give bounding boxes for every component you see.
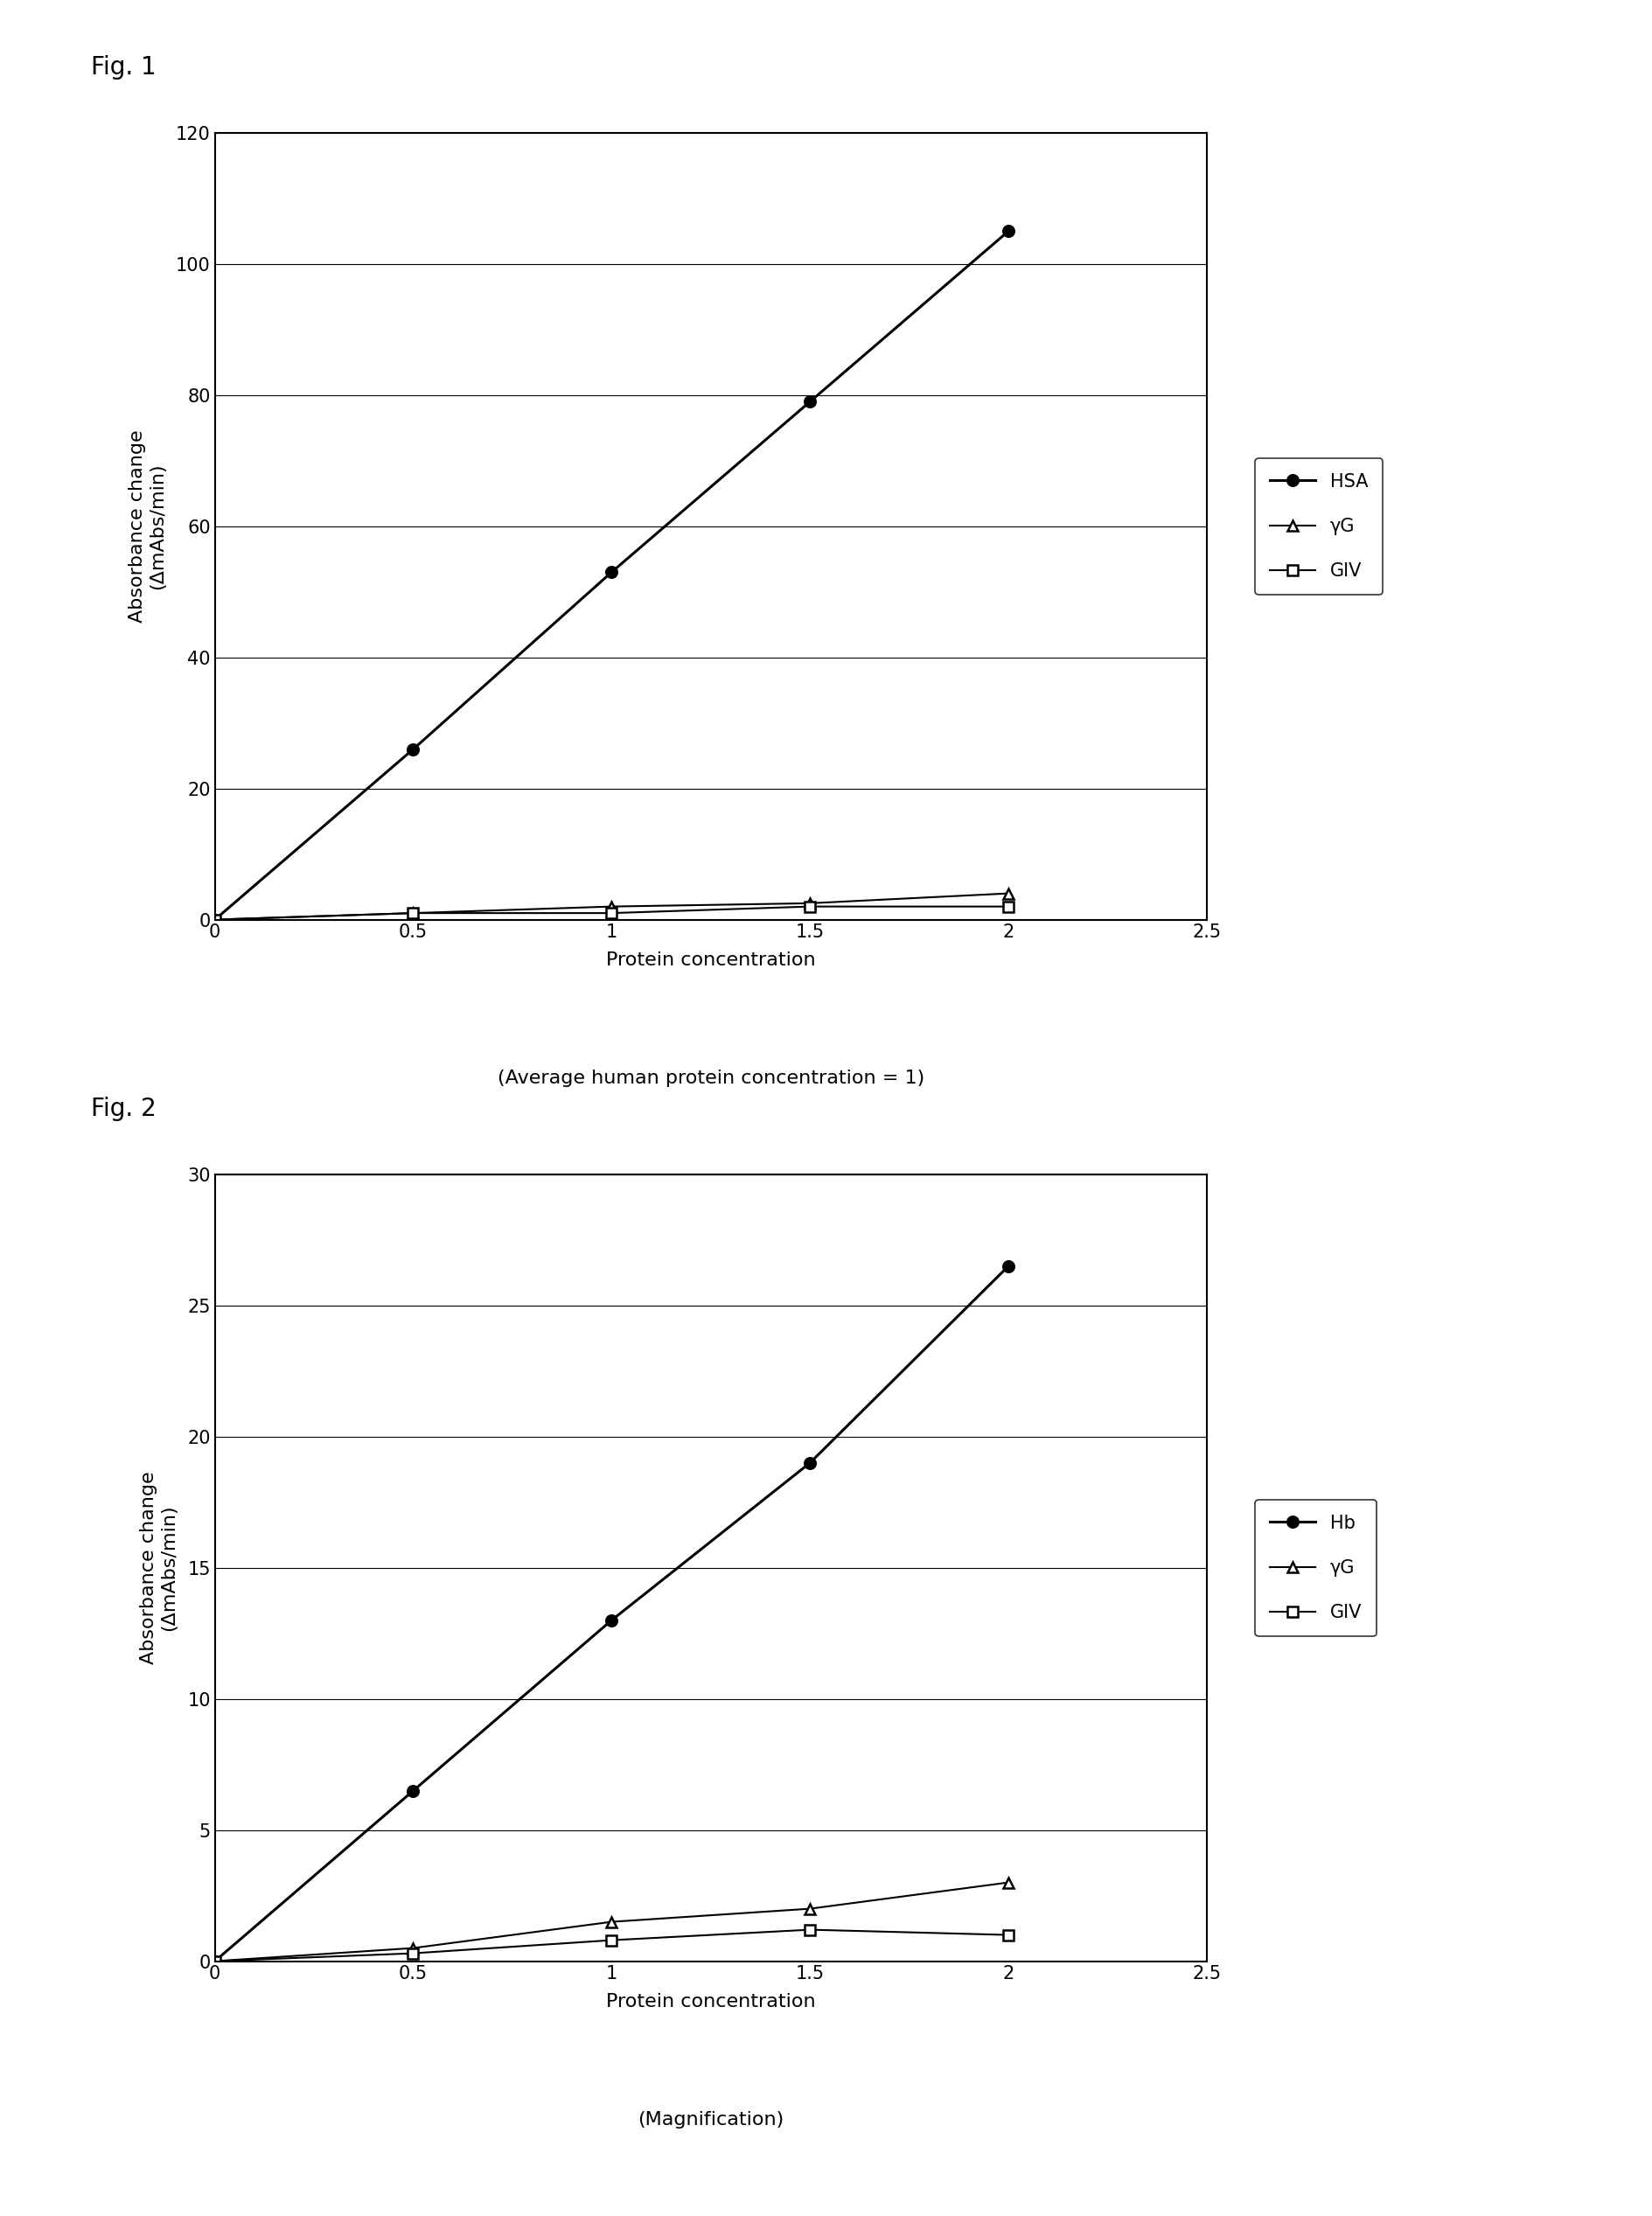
Text: Fig. 1: Fig. 1 bbox=[91, 55, 157, 80]
Text: (Average human protein concentration = 1): (Average human protein concentration = 1… bbox=[497, 1068, 923, 1086]
Text: Fig. 2: Fig. 2 bbox=[91, 1097, 157, 1121]
X-axis label: Protein concentration: Protein concentration bbox=[606, 1992, 814, 2010]
Y-axis label: Absorbance change
(ΔmAbs/min): Absorbance change (ΔmAbs/min) bbox=[129, 430, 167, 623]
Y-axis label: Absorbance change
(ΔmAbs/min): Absorbance change (ΔmAbs/min) bbox=[140, 1471, 178, 1664]
Legend: HSA, γG, GIV: HSA, γG, GIV bbox=[1256, 459, 1383, 594]
Text: (Magnification): (Magnification) bbox=[638, 2110, 783, 2127]
Legend: Hb, γG, GIV: Hb, γG, GIV bbox=[1256, 1500, 1376, 1635]
X-axis label: Protein concentration: Protein concentration bbox=[606, 951, 814, 968]
